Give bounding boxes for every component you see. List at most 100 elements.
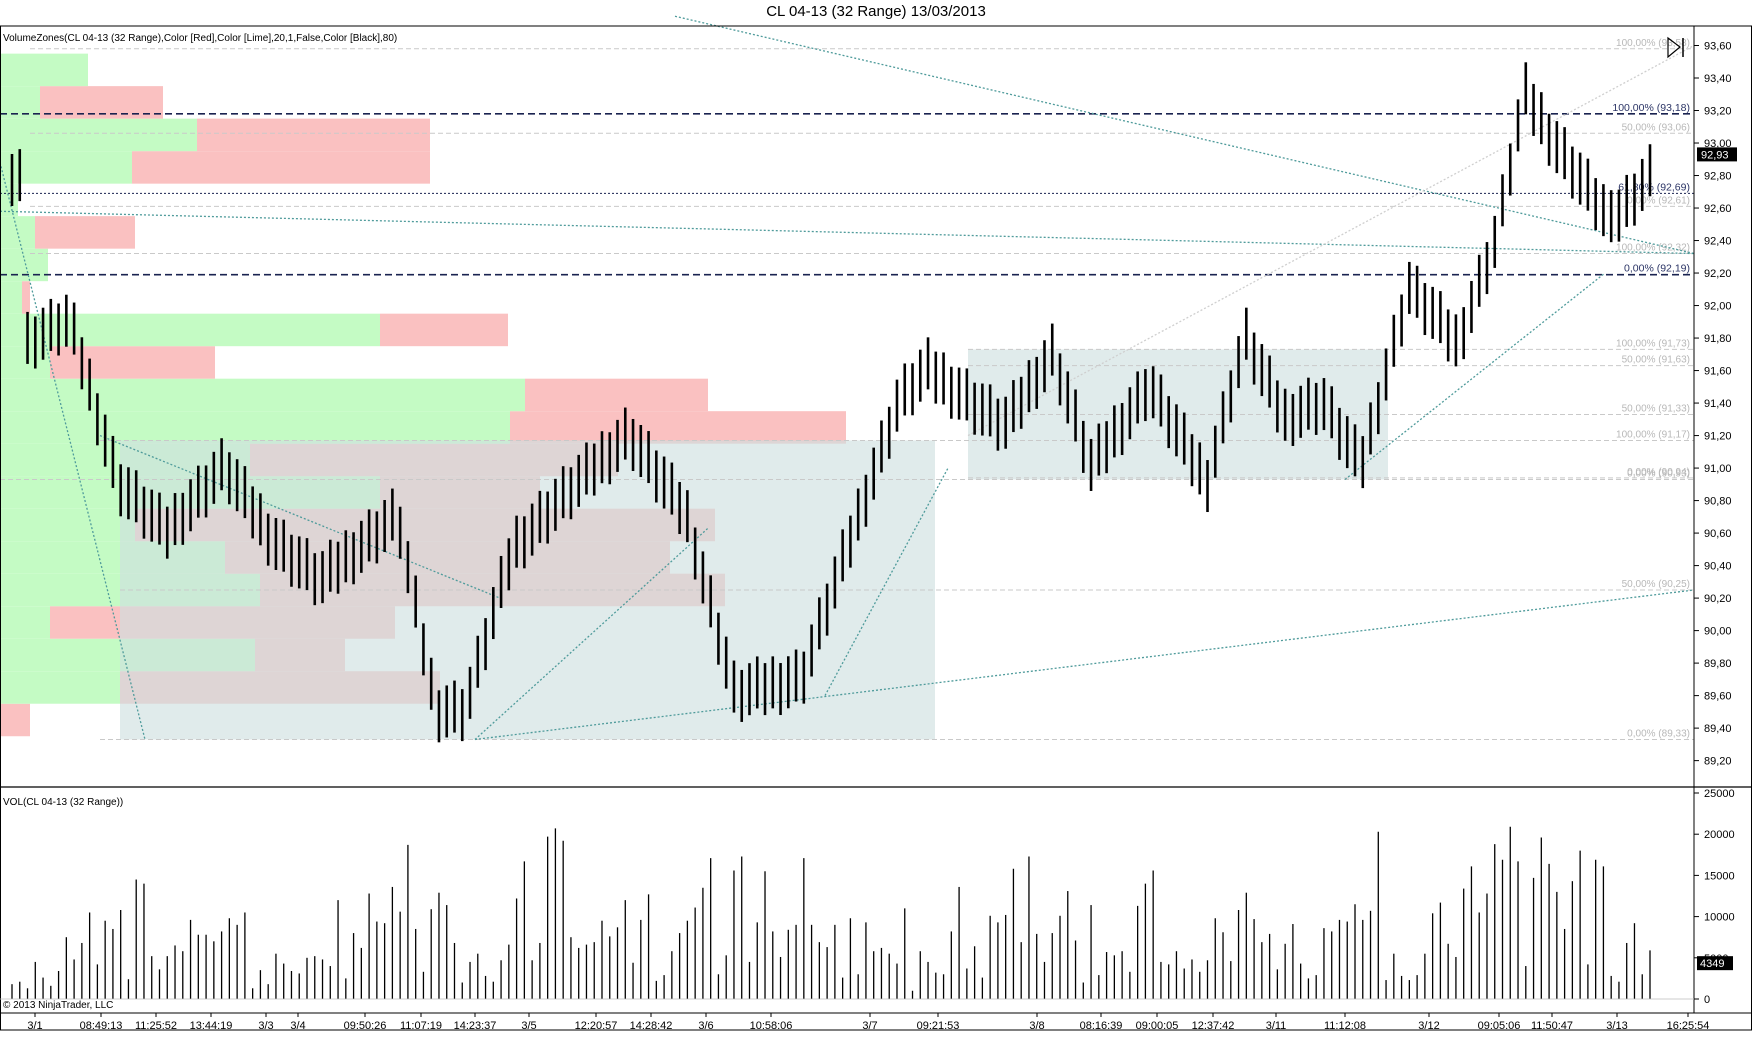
sell-volume-zone <box>197 118 430 152</box>
time-tick-label: 13:44:19 <box>190 1020 233 1032</box>
trend-lines <box>0 15 1695 741</box>
time-tick-label: 11:25:52 <box>135 1020 177 1032</box>
time-tick-label: 3/6 <box>698 1020 713 1032</box>
price-tick-label: 89,60 <box>1704 691 1732 703</box>
fib-level-label: 50,00% (91,63) <box>1622 355 1690 366</box>
fib-level-label: 0,00% (89,33) <box>1627 728 1690 739</box>
price-tick-label: 92,80 <box>1704 171 1732 183</box>
buy-volume-zone <box>0 671 120 704</box>
volume-indicator-label: VOL(CL 04-13 (32 Range)) <box>3 797 124 808</box>
price-tick-label: 89,40 <box>1704 723 1732 735</box>
trend-line <box>1344 272 1606 480</box>
buy-volume-zone <box>0 151 132 184</box>
time-tick-label: 3/7 <box>862 1020 877 1032</box>
volume-tick-label: 15000 <box>1704 870 1735 882</box>
time-tick-label: 14:23:37 <box>454 1020 497 1032</box>
trend-line <box>474 527 709 740</box>
time-tick-label: 3/3 <box>258 1020 273 1032</box>
time-tick-label: 11:50:47 <box>1531 1020 1573 1032</box>
sell-volume-zone <box>510 411 846 444</box>
time-tick-label: 14:28:42 <box>630 1020 673 1032</box>
key-level-label: 0,00% (92,19) <box>1624 263 1690 275</box>
last-volume-label: 4349 <box>1700 958 1724 970</box>
time-tick-label: 3/5 <box>521 1020 536 1032</box>
buy-volume-zone <box>0 346 50 379</box>
key-level-label: 61,80% (92,69) <box>1618 181 1690 193</box>
last-volume-marker <box>1697 956 1733 971</box>
time-tick-label: 12:20:57 <box>575 1020 618 1032</box>
price-tick-label: 91,00 <box>1704 463 1732 475</box>
fib-level-label: 0,00% (90,93) <box>1627 468 1690 479</box>
trend-line <box>474 589 1695 741</box>
fib-level-label: 0,00% (92,61) <box>1627 195 1690 206</box>
buy-volume-zone <box>0 53 88 87</box>
last-price-label: 92,93 <box>1701 149 1729 161</box>
chart-title: CL 04-13 (32 Range) 13/03/2013 <box>766 3 986 20</box>
price-tick-label: 93,00 <box>1704 138 1732 150</box>
trend-line <box>0 210 1695 255</box>
time-tick-label: 3/8 <box>1029 1020 1044 1032</box>
price-tick-label: 92,00 <box>1704 301 1732 313</box>
last-price-marker <box>1697 147 1737 162</box>
price-tick-label: 92,60 <box>1704 203 1732 215</box>
price-tick-label: 90,40 <box>1704 561 1732 573</box>
price-tick-label: 90,60 <box>1704 528 1732 540</box>
price-tick-label: 92,20 <box>1704 268 1732 280</box>
sell-volume-zone <box>0 703 30 737</box>
time-tick-label: 3/13 <box>1606 1020 1627 1032</box>
price-tick-label: 93,60 <box>1704 41 1732 53</box>
fib-level-label: 50,00% (91,33) <box>1622 403 1690 414</box>
volume-tick-label: 20000 <box>1704 829 1735 841</box>
copyright-text: © 2013 NinjaTrader, LLC <box>3 1000 114 1011</box>
volume-bars <box>11 826 1651 999</box>
time-tick-label: 09:00:05 <box>1136 1020 1179 1032</box>
time-tick-label: 3/1 <box>27 1020 42 1032</box>
range-box <box>120 440 935 740</box>
time-tick-label: 09:05:06 <box>1478 1020 1521 1032</box>
volume-tick-label: 25000 <box>1704 788 1735 800</box>
buy-volume-zone <box>0 508 135 542</box>
volume-tick-label: 10000 <box>1704 912 1735 924</box>
time-tick-label: 16:25:54 <box>1667 1020 1710 1032</box>
fib-level-label: 100,00% (93,58) <box>1616 38 1690 49</box>
price-tick-label: 90,20 <box>1704 593 1732 605</box>
fib-level-label: 50,00% (90,25) <box>1622 579 1690 590</box>
sell-volume-zone <box>132 151 430 184</box>
price-tick-label: 91,60 <box>1704 366 1732 378</box>
key-level-label: 100,00% (93,18) <box>1612 102 1690 114</box>
volume-tick-label: 0 <box>1704 994 1710 1006</box>
time-tick-label: 3/4 <box>290 1020 305 1032</box>
price-tick-label: 93,40 <box>1704 73 1732 85</box>
sell-volume-zone <box>50 346 215 379</box>
price-tick-label: 92,40 <box>1704 236 1732 248</box>
sell-volume-zone <box>22 281 30 314</box>
time-tick-label: 3/12 <box>1418 1020 1439 1032</box>
price-bars <box>10 62 1652 743</box>
fib-level-label: 50,00% (93,06) <box>1622 122 1690 133</box>
buy-volume-zone <box>0 281 22 314</box>
sell-volume-zone <box>380 313 508 347</box>
price-tick-label: 89,20 <box>1704 756 1732 768</box>
price-tick-label: 91,80 <box>1704 333 1732 345</box>
time-tick-label: 3/11 <box>1266 1020 1287 1032</box>
fib-level-label: 100,00% (91,17) <box>1616 429 1690 440</box>
panel-frames <box>0 25 1752 1031</box>
sell-volume-zone <box>525 378 708 412</box>
fib-level-label: 100,00% (91,73) <box>1616 338 1690 349</box>
price-tick-label: 90,00 <box>1704 626 1732 638</box>
time-tick-label: 10:58:06 <box>750 1020 793 1032</box>
buy-volume-zone <box>0 248 48 282</box>
time-tick-label: 11:07:19 <box>400 1020 442 1032</box>
play-to-end-icon[interactable] <box>1664 36 1686 59</box>
price-indicator-label: VolumeZones(CL 04-13 (32 Range),Color [R… <box>3 33 398 44</box>
fib-level-label: 0,00% (90,94) <box>1627 467 1690 478</box>
sell-volume-zone <box>35 216 135 249</box>
buy-volume-zone <box>0 313 380 347</box>
time-tick-label: 11:12:08 <box>1324 1020 1366 1032</box>
buy-volume-zone <box>0 378 525 412</box>
time-tick-label: 12:37:42 <box>1192 1020 1235 1032</box>
price-tick-label: 90,80 <box>1704 496 1732 508</box>
price-tick-label: 91,40 <box>1704 398 1732 410</box>
trend-line <box>824 467 949 696</box>
